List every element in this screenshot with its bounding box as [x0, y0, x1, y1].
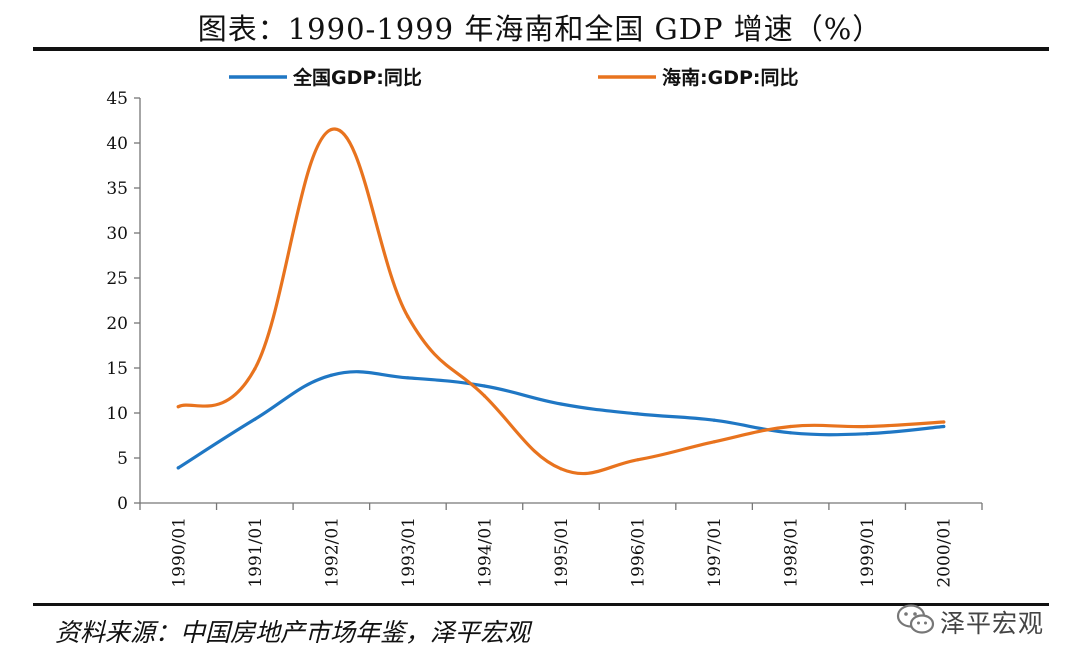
- axes: 0 5 10 15 20 25 30 35 40 45 1990/01 1991/01 1992/01 1…: [106, 89, 983, 588]
- data-point-hainan: [406, 315, 410, 319]
- legend-label-hainan: 海南:GDP:同比: [662, 66, 799, 89]
- data-point-national: [406, 376, 410, 380]
- x-tick-label: 1993/01: [399, 517, 419, 588]
- data-point-hainan: [559, 467, 563, 471]
- data-point-hainan: [253, 367, 257, 371]
- data-point-hainan: [789, 424, 793, 429]
- data-point-hainan: [176, 405, 180, 409]
- data-point-hainan: [329, 127, 333, 132]
- data-point-hainan: [712, 440, 716, 444]
- chart-title: 图表：1990-1999 年海南和全国 GDP 增速（%）: [197, 12, 883, 46]
- bottom-rule: [33, 603, 1049, 606]
- data-point-national: [635, 412, 640, 416]
- data-point-national: [942, 424, 946, 429]
- series-line-national: [176, 370, 946, 470]
- top-rule: [33, 47, 1049, 51]
- x-tick-label: 1990/01: [169, 517, 189, 588]
- y-tick-label: 45: [106, 89, 128, 109]
- y-tick-label: 30: [106, 224, 128, 244]
- y-tick-label: 15: [106, 359, 128, 379]
- data-point-national: [559, 402, 563, 406]
- data-point-hainan: [635, 458, 640, 462]
- watermark: 泽平宏观: [893, 598, 1053, 642]
- data-point-national: [712, 418, 716, 422]
- x-tick-label: 1999/01: [858, 517, 878, 588]
- x-tick-label: 1998/01: [782, 517, 802, 588]
- x-tick-label: 1995/01: [552, 517, 572, 588]
- x-tick-label: 1992/01: [322, 517, 342, 588]
- y-tick-label: 20: [106, 314, 128, 334]
- source-note: 资料来源：中国房地产市场年鉴，泽平宏观: [55, 618, 531, 647]
- data-point-national: [789, 431, 793, 435]
- series-line-hainan: [176, 127, 946, 476]
- data-point-national: [176, 466, 180, 470]
- x-tick-label: 2000/01: [935, 517, 955, 588]
- x-tick-label: 1997/01: [705, 517, 725, 588]
- y-tick-label: 5: [117, 449, 128, 469]
- data-point-hainan: [865, 424, 869, 429]
- y-tick-label: 35: [106, 179, 128, 199]
- legend: 全国GDP:同比 海南:GDP:同比: [229, 66, 799, 89]
- y-tick-label: 40: [106, 134, 128, 154]
- data-point-national: [253, 417, 257, 421]
- data-point-hainan: [482, 394, 487, 398]
- data-point-hainan: [942, 420, 946, 424]
- y-tick-label: 0: [117, 494, 128, 514]
- x-tick-label: 1996/01: [629, 517, 649, 588]
- x-tick-label: 1994/01: [475, 517, 495, 588]
- data-point-national: [329, 373, 333, 377]
- y-tick-label: 25: [106, 269, 128, 289]
- legend-label-national: 全国GDP:同比: [292, 66, 422, 89]
- wechat-icon: [896, 604, 935, 634]
- data-point-national: [865, 432, 869, 436]
- data-point-national: [482, 384, 487, 388]
- y-tick-label: 10: [106, 404, 128, 424]
- x-tick-label: 1991/01: [246, 517, 266, 588]
- series-lines: [176, 127, 946, 476]
- watermark-text: 泽平宏观: [940, 609, 1045, 638]
